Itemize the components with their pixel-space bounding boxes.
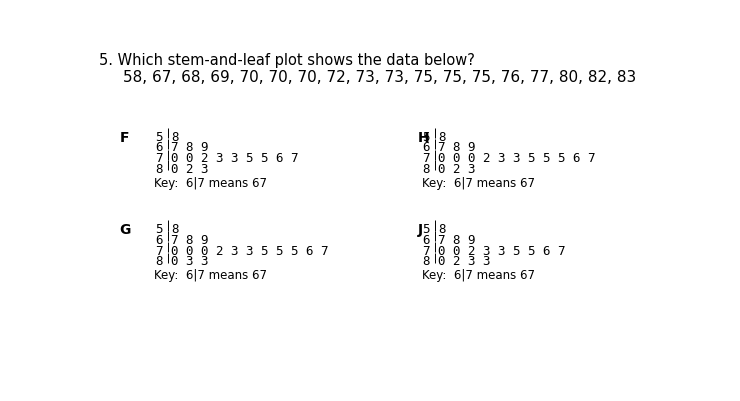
Text: 8: 8 [155, 162, 162, 176]
Text: 0 0 2 3 3 5 5 6 7: 0 0 2 3 3 5 5 6 7 [171, 152, 298, 165]
Text: 7: 7 [422, 244, 430, 257]
Text: 7 8 9: 7 8 9 [438, 233, 476, 246]
Text: 6: 6 [422, 141, 430, 154]
Text: 0 2 3 3: 0 2 3 3 [438, 255, 491, 268]
Text: Key:  6|7 means 67: Key: 6|7 means 67 [422, 269, 535, 282]
Text: 8: 8 [171, 223, 178, 235]
Text: Key:  6|7 means 67: Key: 6|7 means 67 [422, 176, 535, 189]
Text: 7: 7 [422, 152, 430, 165]
Text: 0 2 3: 0 2 3 [171, 162, 208, 176]
Text: 5: 5 [155, 223, 162, 235]
Text: H: H [418, 130, 430, 144]
Text: G: G [120, 223, 131, 237]
Text: 0 3 3: 0 3 3 [171, 255, 208, 268]
Text: 7 8 9: 7 8 9 [171, 233, 208, 246]
Text: 7: 7 [155, 244, 162, 257]
Text: 6: 6 [422, 233, 430, 246]
Text: 8: 8 [155, 255, 162, 268]
Text: Key:  6|7 means 67: Key: 6|7 means 67 [155, 269, 267, 282]
Text: 7: 7 [155, 152, 162, 165]
Text: 8: 8 [438, 223, 445, 235]
Text: Key:  6|7 means 67: Key: 6|7 means 67 [155, 176, 267, 189]
Text: 5: 5 [422, 130, 430, 143]
Text: F: F [120, 130, 129, 144]
Text: 6: 6 [155, 233, 162, 246]
Text: 5. Which stem-and-leaf plot shows the data below?: 5. Which stem-and-leaf plot shows the da… [98, 53, 474, 68]
Text: 7 8 9: 7 8 9 [171, 141, 208, 154]
Text: 5: 5 [155, 130, 162, 143]
Text: 6: 6 [155, 141, 162, 154]
Text: 58, 67, 68, 69, 70, 70, 70, 72, 73, 73, 75, 75, 75, 76, 77, 80, 82, 83: 58, 67, 68, 69, 70, 70, 70, 72, 73, 73, … [123, 70, 636, 85]
Text: 8: 8 [438, 130, 445, 143]
Text: 0 0 2 3 3 5 5 6 7: 0 0 2 3 3 5 5 6 7 [438, 244, 565, 257]
Text: 5: 5 [422, 223, 430, 235]
Text: 0 2 3: 0 2 3 [438, 162, 476, 176]
Text: 8: 8 [422, 162, 430, 176]
Text: J: J [418, 223, 423, 237]
Text: 8: 8 [422, 255, 430, 268]
Text: 0 0 0 2 3 3 5 5 5 6 7: 0 0 0 2 3 3 5 5 5 6 7 [171, 244, 329, 257]
Text: 7 8 9: 7 8 9 [438, 141, 476, 154]
Text: 8: 8 [171, 130, 178, 143]
Text: 0 0 0 2 3 3 5 5 5 6 7: 0 0 0 2 3 3 5 5 5 6 7 [438, 152, 596, 165]
